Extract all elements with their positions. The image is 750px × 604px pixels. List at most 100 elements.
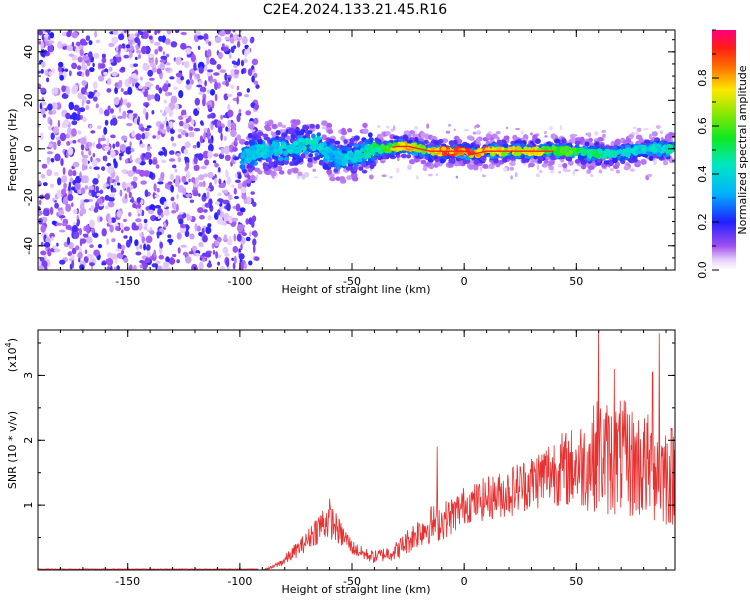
- noise-speckle: [79, 238, 83, 247]
- noise-speckle: [159, 241, 164, 249]
- ridge-speckle: [663, 159, 668, 166]
- noise-speckle: [143, 218, 148, 224]
- noise-speckle: [109, 265, 113, 270]
- faint-speckle: [515, 127, 521, 131]
- noise-speckle: [58, 61, 64, 68]
- noise-speckle: [226, 171, 229, 178]
- ridge-speckle: [597, 136, 604, 142]
- noise-speckle: [145, 235, 153, 244]
- ridge-speckle: [656, 152, 663, 157]
- noise-speckle: [159, 59, 166, 63]
- faint-speckle: [312, 168, 317, 172]
- ridge-speckle: [355, 154, 360, 159]
- ridge-speckle: [579, 136, 585, 143]
- noise-speckle: [110, 193, 116, 198]
- noise-speckle: [217, 261, 220, 266]
- noise-speckle: [192, 245, 197, 252]
- noise-speckle: [65, 203, 72, 212]
- noise-speckle: [188, 251, 194, 255]
- faint-speckle: [455, 175, 458, 179]
- noise-speckle: [166, 267, 172, 270]
- noise-speckle: [61, 31, 68, 37]
- noise-speckle: [245, 218, 250, 225]
- noise-speckle: [43, 242, 51, 248]
- noise-speckle: [184, 141, 191, 149]
- faint-speckle: [566, 169, 571, 172]
- noise-speckle: [152, 135, 157, 139]
- noise-speckle: [243, 262, 248, 270]
- ridge-speckle: [329, 176, 336, 182]
- noise-speckle: [117, 115, 124, 119]
- noise-speckle: [53, 248, 61, 253]
- noise-speckle: [39, 132, 44, 141]
- noise-speckle: [212, 78, 218, 83]
- noise-speckle: [228, 215, 234, 224]
- noise-speckle: [74, 182, 81, 191]
- ridge-speckle: [369, 174, 374, 180]
- noise-speckle: [126, 109, 134, 114]
- noise-speckle: [167, 238, 174, 243]
- noise-speckle: [101, 262, 107, 266]
- noise-speckle: [182, 251, 188, 256]
- noise-speckle: [54, 153, 61, 162]
- noise-speckle: [219, 265, 226, 270]
- noise-speckle: [232, 69, 240, 75]
- noise-speckle: [196, 84, 203, 88]
- noise-speckle: [71, 202, 74, 207]
- noise-speckle: [140, 126, 145, 132]
- ridge-speckle: [342, 157, 347, 162]
- noise-speckle: [135, 157, 142, 164]
- ridge-speckle: [578, 155, 585, 161]
- noise-speckle: [160, 172, 165, 180]
- noise-speckle: [109, 177, 113, 184]
- noise-speckle: [88, 51, 93, 59]
- ridge-speckle: [346, 175, 353, 181]
- noise-speckle: [139, 232, 143, 238]
- noise-speckle: [241, 68, 244, 75]
- noise-speckle: [50, 132, 55, 140]
- noise-speckle: [57, 119, 61, 128]
- noise-speckle: [214, 93, 218, 102]
- noise-speckle: [129, 141, 132, 148]
- ridge-speckle: [349, 137, 356, 142]
- ridge-speckle: [537, 159, 543, 164]
- noise-speckle: [126, 44, 130, 49]
- noise-speckle: [182, 122, 189, 130]
- noise-speckle: [190, 119, 195, 125]
- noise-speckle: [128, 264, 133, 270]
- noise-speckle: [237, 36, 242, 40]
- ridge-speckle: [290, 133, 296, 140]
- noise-speckle: [164, 106, 171, 114]
- noise-speckle: [52, 197, 55, 202]
- noise-speckle: [104, 145, 111, 151]
- noise-speckle: [176, 259, 180, 264]
- noise-speckle: [82, 55, 90, 61]
- faint-speckle: [514, 172, 518, 178]
- noise-speckle: [193, 62, 197, 71]
- noise-speckle: [239, 207, 246, 213]
- faint-speckle: [390, 128, 395, 132]
- faint-speckle: [535, 173, 540, 177]
- noise-speckle: [141, 154, 144, 162]
- colorbar: 0.0 0.2 0.4 0.6 0.8 Normalized spectral ampl…: [696, 29, 749, 279]
- noise-speckle: [180, 244, 187, 248]
- noise-speckle: [103, 71, 108, 76]
- ridge-speckle: [575, 148, 581, 153]
- noise-speckle: [105, 205, 109, 210]
- noise-speckle: [203, 192, 207, 198]
- ridge-speckle: [263, 165, 270, 172]
- noise-speckle: [166, 125, 171, 133]
- noise-speckle: [145, 244, 151, 251]
- noise-speckle: [67, 147, 74, 156]
- noise-speckle: [180, 42, 187, 50]
- noise-speckle: [139, 169, 146, 177]
- noise-speckle: [114, 96, 120, 106]
- ridge-speckle: [468, 164, 474, 170]
- noise-speckle: [38, 30, 44, 36]
- noise-speckle: [154, 205, 162, 209]
- noise-speckle: [98, 75, 105, 82]
- noise-speckle: [139, 260, 145, 264]
- ridge-speckle: [570, 137, 576, 142]
- noise-speckle: [248, 260, 253, 266]
- faint-speckle: [435, 173, 439, 177]
